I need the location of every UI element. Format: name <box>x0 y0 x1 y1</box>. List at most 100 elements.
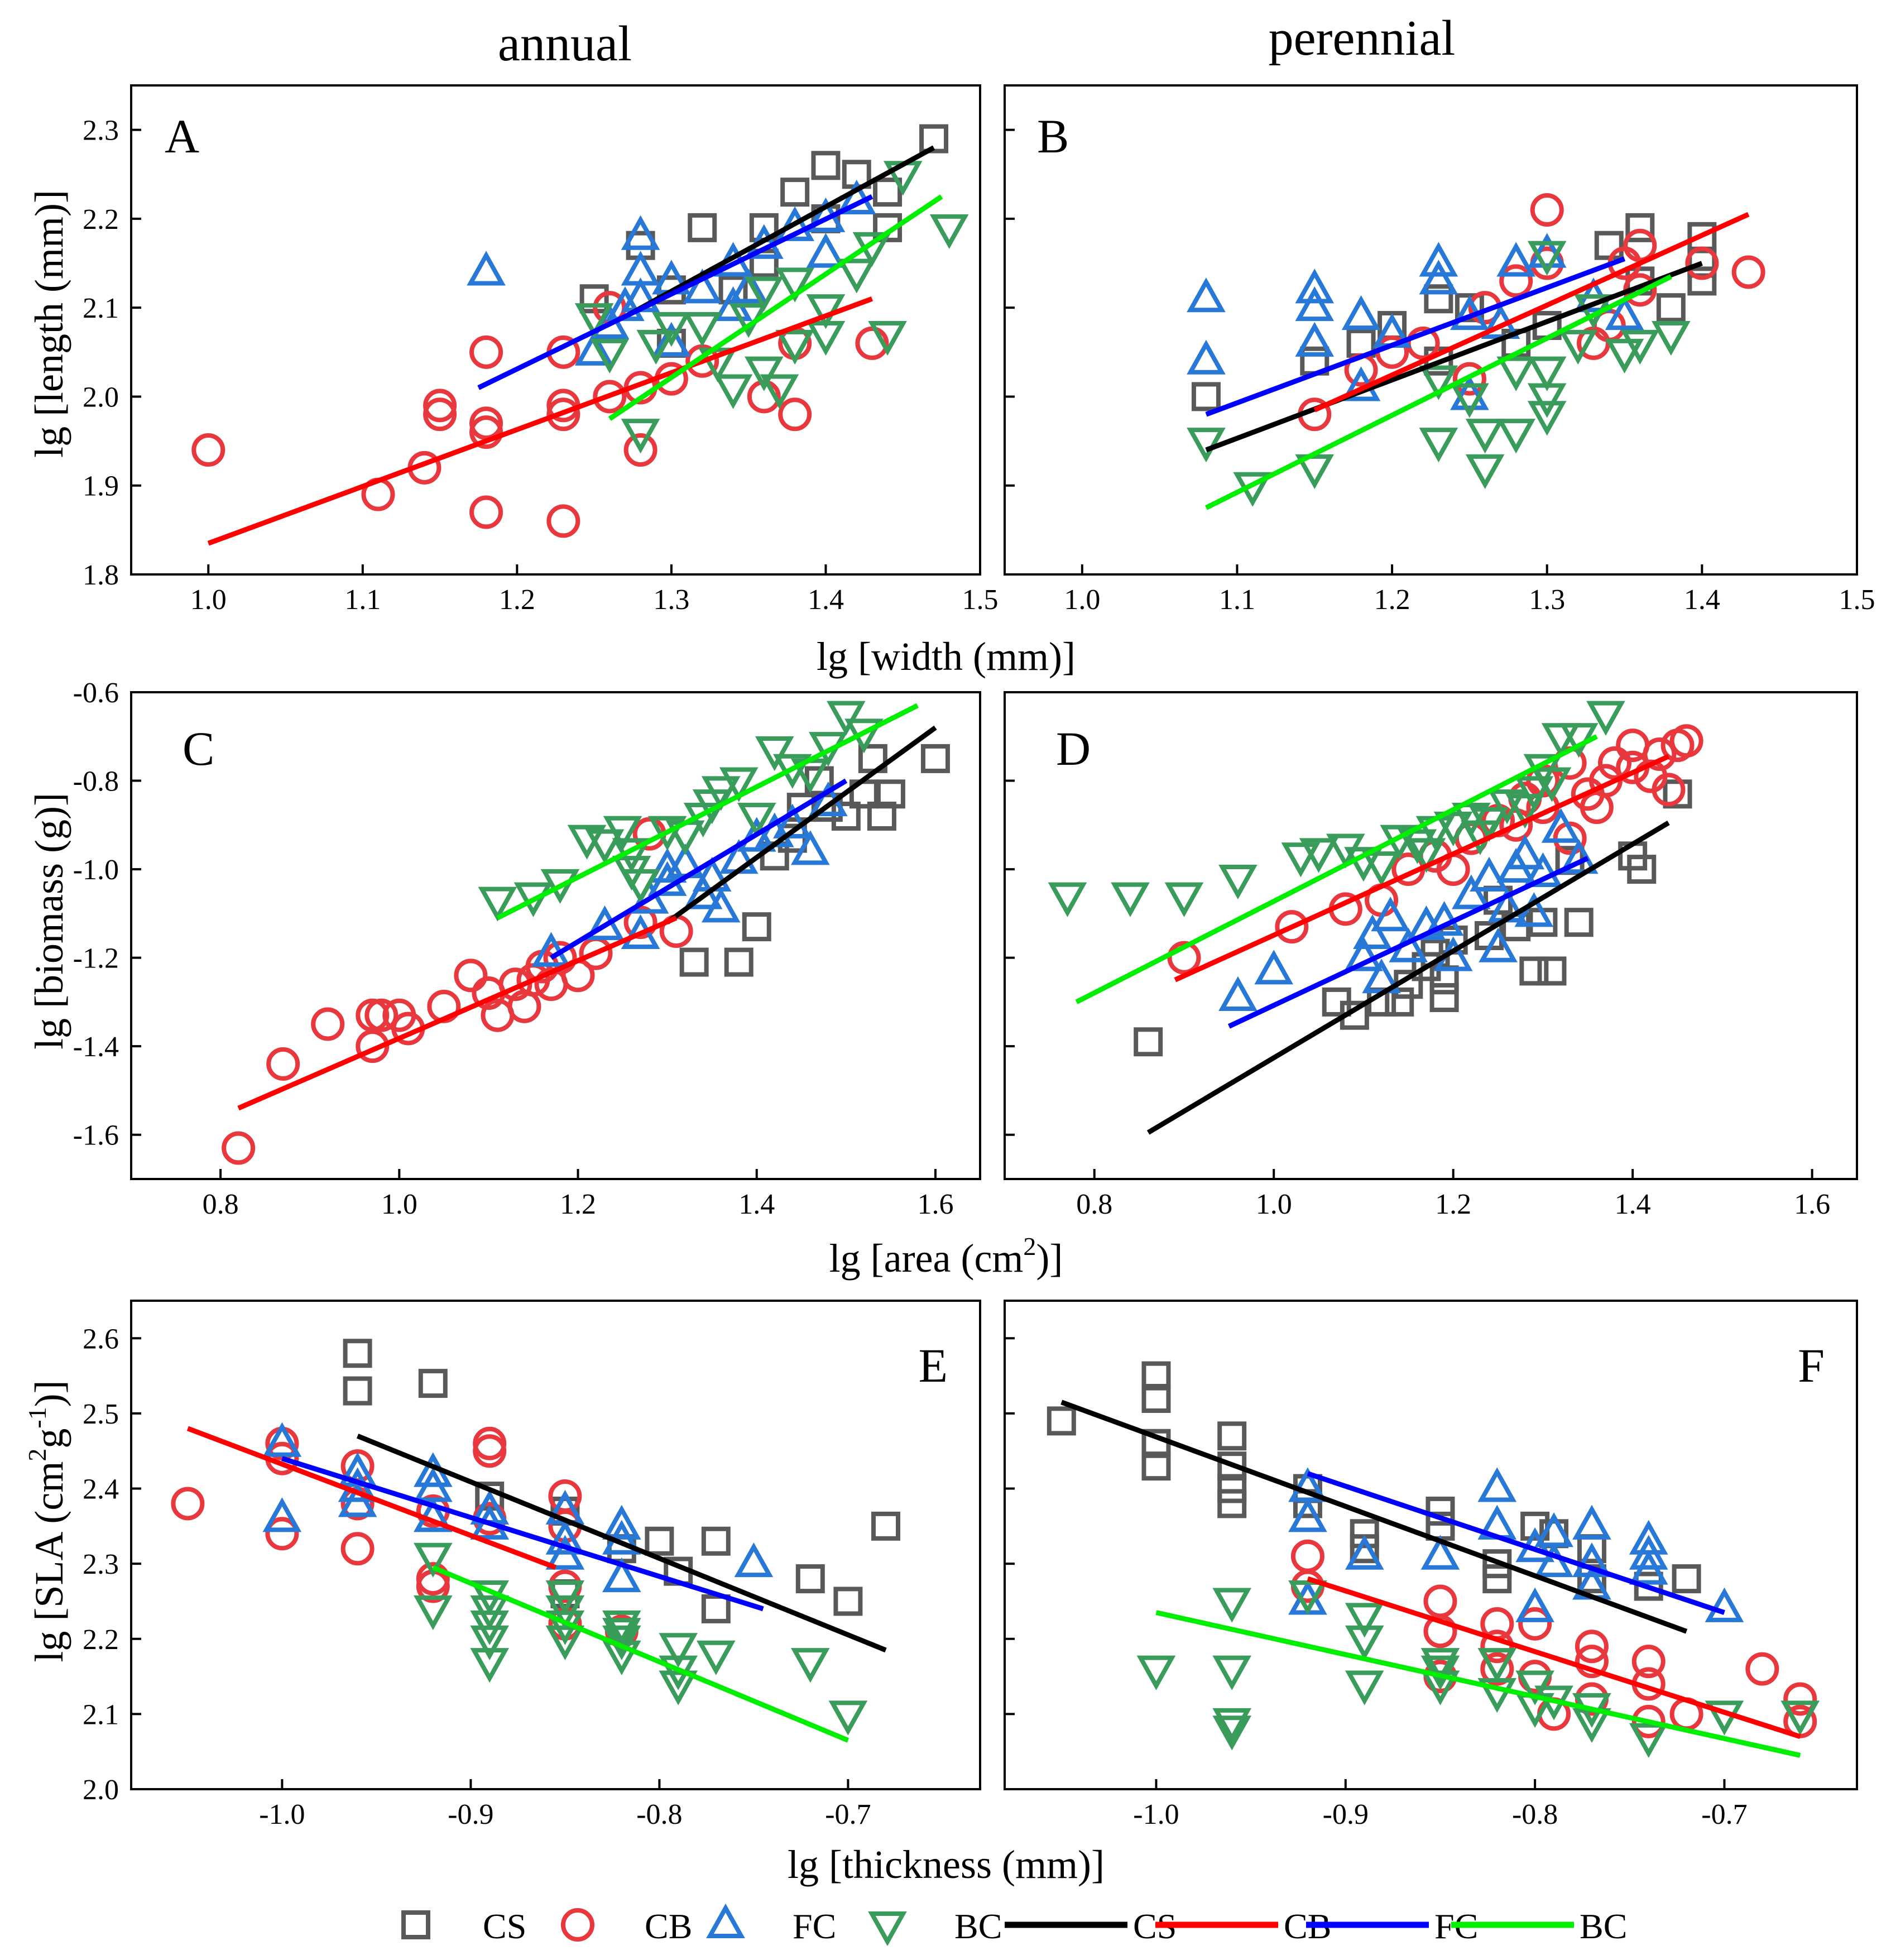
point-FC <box>729 269 769 304</box>
point-BC <box>1136 1655 1176 1690</box>
x-tick-label: -1.0 <box>259 1799 305 1830</box>
point-CB <box>1518 1607 1552 1641</box>
point-CB <box>469 495 503 529</box>
point-BC <box>929 214 969 250</box>
point-FC <box>1450 375 1489 410</box>
point-FC <box>1218 976 1258 1011</box>
point-CB <box>623 433 657 467</box>
point-FC <box>1523 852 1563 888</box>
legend-swatch-FC <box>706 1903 745 1938</box>
point-CB <box>1643 737 1677 771</box>
legend-swatch-BC <box>868 1911 907 1947</box>
column-title-annual: annual <box>498 16 632 71</box>
fit-lines <box>1060 1400 1801 1758</box>
point-CS <box>343 1339 372 1368</box>
point-CB <box>171 1487 205 1521</box>
x-tick-label: -0.7 <box>825 1799 871 1830</box>
plot-frame <box>1004 84 1858 576</box>
x-tick-label: 1.4 <box>808 584 844 616</box>
point-BC <box>1407 838 1446 873</box>
point-CS <box>811 151 841 180</box>
point-CS <box>1350 1519 1379 1549</box>
point-FC <box>683 269 722 304</box>
y-tick-label: 2.3 <box>83 1549 119 1580</box>
point-CS <box>786 793 816 822</box>
point-CS <box>1134 1027 1163 1057</box>
x-axis-title-thickness: lg [thickness (mm)] <box>788 1842 1105 1887</box>
point-BC <box>745 276 784 312</box>
point-BC <box>737 802 776 838</box>
legend-label: FC <box>793 1906 836 1946</box>
point-BC <box>413 1542 453 1578</box>
point-BC <box>1527 241 1567 276</box>
point-FC <box>585 905 625 941</box>
point-CB <box>473 1434 507 1468</box>
fit-lines <box>186 1426 887 1743</box>
point-BC <box>1620 329 1660 365</box>
point-CB <box>1685 246 1719 280</box>
y-tick-label: 2.2 <box>83 1624 119 1656</box>
point-BC <box>1345 1670 1384 1705</box>
point-FC <box>467 251 506 286</box>
y-tick-label: 1.9 <box>83 471 119 502</box>
point-BC <box>837 258 876 294</box>
point-CS <box>873 178 903 207</box>
point-BC <box>1780 1700 1820 1736</box>
point-FC <box>790 830 830 865</box>
y-tick-label: 2.4 <box>83 1474 119 1506</box>
point-FC <box>262 1422 302 1457</box>
point-CB <box>1423 1584 1457 1618</box>
panel-letter: A <box>165 109 199 163</box>
point-BC <box>1527 383 1567 418</box>
point-BC <box>652 312 691 347</box>
point-BC <box>1514 776 1554 811</box>
x-tick-label: 1.5 <box>962 584 999 616</box>
point-FC <box>1419 242 1458 277</box>
point-BC <box>719 767 759 802</box>
point-BC <box>868 320 907 356</box>
point-CB <box>1423 1614 1457 1648</box>
point-FC <box>1605 295 1644 330</box>
point-CS <box>1625 213 1655 242</box>
point-FC <box>1470 856 1509 892</box>
x-tick-label: 1.0 <box>381 1189 417 1220</box>
point-CS <box>920 744 950 773</box>
y-tick-label: 2.5 <box>83 1398 119 1430</box>
point-CB <box>1575 1645 1609 1679</box>
point-CB <box>340 1532 375 1566</box>
fit-line-BC <box>496 703 919 921</box>
y-tick-label: 2.2 <box>83 204 119 236</box>
point-BC <box>621 419 660 454</box>
point-CS <box>701 1526 731 1556</box>
fit-lines <box>207 145 943 546</box>
point-CB <box>1598 746 1632 780</box>
point-BC <box>1505 794 1545 829</box>
point-BC <box>1212 1655 1252 1690</box>
point-CB <box>1167 941 1201 975</box>
point-BC <box>1288 1580 1327 1616</box>
panel-E: -1.0 -0.9 -0.8 -0.7 2.0 2.1 2.2 2.3 2.4 2.5 2.6 E <box>83 1300 981 1830</box>
x-tick-label: -1.0 <box>1133 1799 1179 1830</box>
point-BC <box>636 329 676 365</box>
point-BC <box>470 1625 510 1660</box>
x-tick-label: 1.2 <box>1435 1189 1471 1220</box>
point-CB <box>1631 1645 1666 1679</box>
point-BC <box>1281 842 1321 878</box>
x-tick-label: -0.9 <box>1323 1799 1369 1830</box>
point-BC <box>413 1595 453 1631</box>
point-BC <box>1362 851 1401 886</box>
legend-item-marker-FC: FC <box>706 1903 836 1946</box>
point-BC <box>1398 829 1437 864</box>
legend-swatch-CB <box>561 1908 594 1942</box>
point-FC <box>602 1504 641 1540</box>
point-BC <box>1532 767 1572 802</box>
point-FC <box>1295 286 1335 322</box>
point-FC <box>1515 1587 1554 1622</box>
point-CS <box>418 1369 448 1398</box>
point-FC <box>652 322 691 357</box>
point-BC <box>713 374 753 409</box>
point-CB <box>1745 1652 1779 1686</box>
point-CB <box>1499 264 1533 298</box>
point-BC <box>590 338 630 374</box>
